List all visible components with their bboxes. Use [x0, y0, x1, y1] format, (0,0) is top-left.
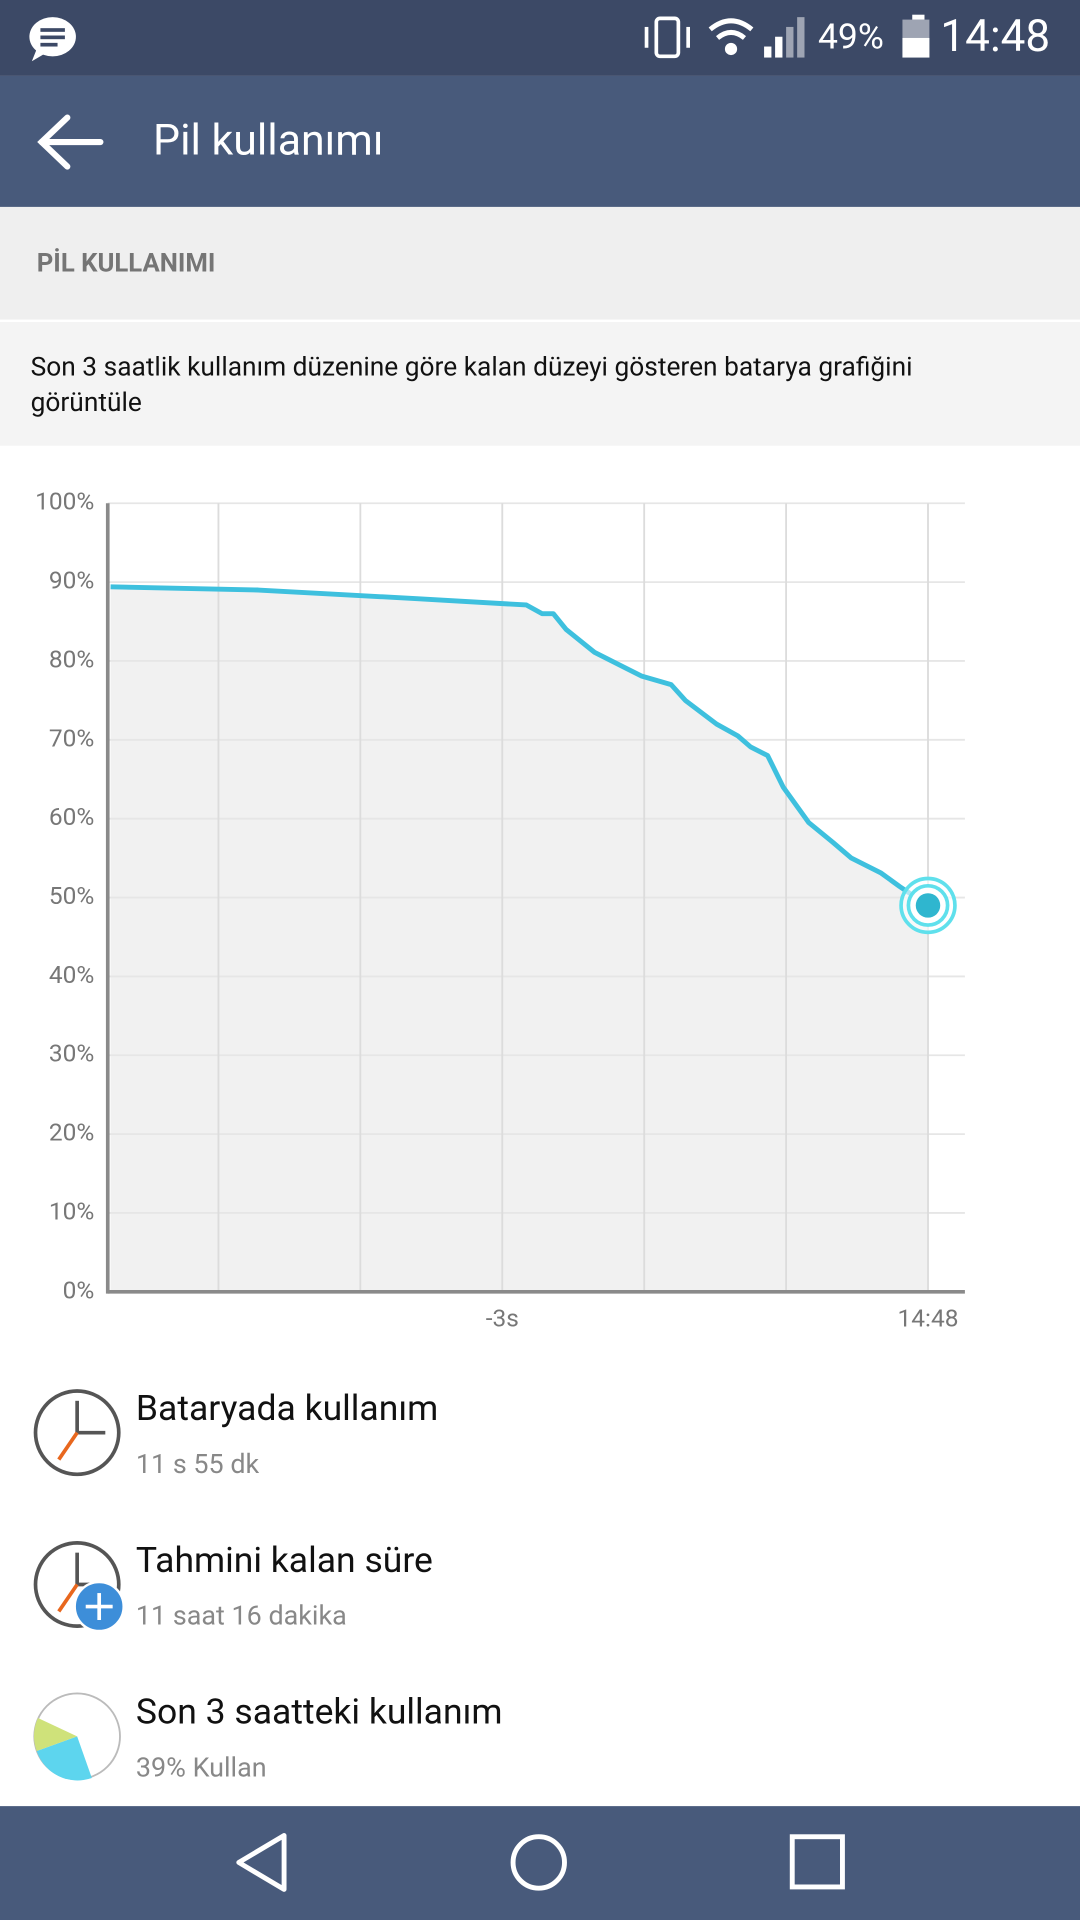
app-bar — [0, 75, 1080, 207]
x-tick-label: -3s — [486, 1303, 519, 1332]
nav-back[interactable] — [236, 1833, 287, 1892]
item-subtitle: 39% Kullan — [136, 1751, 267, 1783]
area — [110, 586, 929, 1292]
signal-icon — [764, 17, 805, 58]
y-tick-label: 30% — [49, 1039, 94, 1068]
item-title[interactable]: Son 3 saatteki kullanım — [136, 1691, 503, 1733]
description: görüntüle — [31, 388, 142, 418]
item-subtitle: 11 s 55 dk — [136, 1448, 260, 1480]
wifi-icon — [708, 18, 754, 56]
status-bar — [0, 0, 1080, 76]
description: Son 3 saatlik kullanım düzenine göre kal… — [31, 353, 913, 383]
y-tick-label: 100% — [35, 487, 94, 516]
y-tick-label: 20% — [49, 1118, 94, 1147]
y-tick-label: 60% — [49, 802, 94, 831]
y-tick-label: 50% — [49, 881, 94, 910]
y-tick-label: 80% — [49, 644, 94, 673]
app-bar-title: Pil kullanımı — [153, 116, 383, 166]
battery-chart: 0% 10% 20% 30% 40% 50% 60% 70% 80% 90% 100% -3s 14:4… — [35, 487, 965, 1332]
description-box[interactable] — [0, 322, 1080, 446]
nav-bar — [0, 1806, 1080, 1920]
battery-line — [110, 584, 930, 908]
section-title: PİL KULLANIMI — [37, 247, 216, 278]
vibrate-icon — [644, 16, 690, 59]
y-tick-label: 10% — [49, 1196, 94, 1225]
y-tick-label: 40% — [49, 960, 94, 989]
battery-percent: 49% — [818, 16, 884, 58]
message-icon — [29, 17, 76, 62]
item-title[interactable]: Tahmini kalan süre — [136, 1539, 433, 1581]
y-tick-label: 70% — [49, 723, 94, 752]
clock: 14:48 — [940, 10, 1050, 62]
y-tick-label: 90% — [49, 566, 94, 595]
item-title[interactable]: Bataryada kullanım — [136, 1387, 438, 1429]
y-tick-label: 0% — [63, 1275, 95, 1304]
section-header — [0, 206, 1080, 320]
battery-icon — [902, 14, 930, 58]
x-tick-label: 14:48 — [898, 1303, 959, 1332]
item-subtitle: 11 saat 16 dakika — [136, 1600, 347, 1632]
clock-plus-icon — [33, 1541, 125, 1633]
current-marker — [915, 893, 941, 918]
pie-icon — [33, 1692, 121, 1781]
back-button[interactable] — [37, 114, 104, 170]
clock-icon — [33, 1389, 121, 1477]
nav-recents[interactable] — [789, 1834, 845, 1890]
nav-home[interactable] — [510, 1834, 567, 1891]
